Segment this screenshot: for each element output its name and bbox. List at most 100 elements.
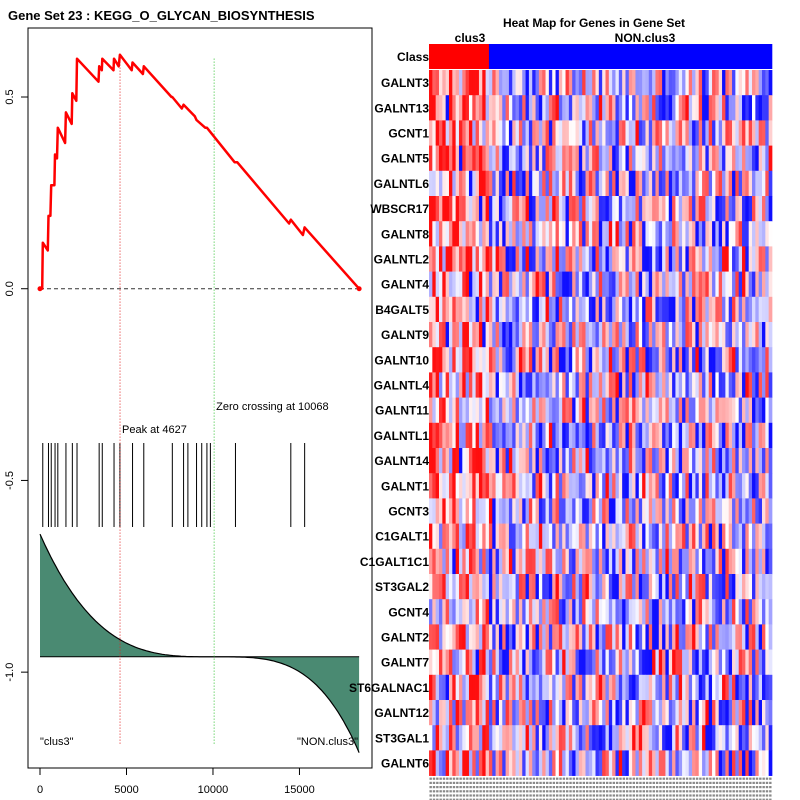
- heatmap-cell: [455, 674, 460, 701]
- heatmap-cell: [515, 347, 520, 373]
- sample-label-dot: [655, 790, 659, 793]
- heatmap-cell: [768, 473, 773, 499]
- heatmap-cell: [768, 523, 773, 550]
- sample-label-dot: [566, 786, 569, 789]
- heatmap-cell: [555, 221, 560, 247]
- heatmap-cell: [672, 372, 676, 398]
- heatmap-cell: [645, 95, 650, 121]
- heatmap-cell: [578, 574, 583, 600]
- heatmap-cell: [615, 548, 620, 575]
- heatmap-cell: [555, 170, 560, 197]
- heatmap-cell: [565, 221, 570, 247]
- heatmap-cell: [492, 649, 496, 676]
- heatmap-cell: [655, 448, 660, 474]
- heatmap-cell: [452, 196, 456, 222]
- heatmap-cell: [655, 372, 660, 398]
- heatmap-cell: [648, 271, 653, 298]
- heatmap-cell: [722, 750, 726, 776]
- heatmap-cell: [618, 196, 623, 222]
- sample-label-dot: [429, 794, 432, 797]
- sample-label-dot: [725, 790, 729, 793]
- sample-label-dot: [582, 781, 586, 784]
- sample-label-dot: [519, 790, 522, 793]
- heatmap-cell: [638, 700, 643, 726]
- heatmap-cell: [608, 145, 613, 172]
- sample-label-dot: [632, 781, 635, 784]
- heatmap-cell: [662, 347, 666, 373]
- heatmap-cell: [435, 473, 440, 499]
- sample-label-dot: [615, 786, 619, 789]
- gene-label: GALNT14: [374, 454, 429, 468]
- heatmap-cell: [742, 599, 746, 625]
- heatmap-cell: [605, 170, 610, 197]
- heatmap-cell: [732, 372, 736, 398]
- heatmap-cell: [475, 548, 480, 575]
- heatmap-cell: [718, 548, 723, 575]
- heatmap-cell: [572, 196, 576, 222]
- heatmap-cell: [562, 347, 566, 373]
- heatmap-cell: [685, 448, 690, 474]
- heatmap-cell: [728, 95, 733, 121]
- heatmap-cell: [602, 120, 606, 146]
- sample-label-dot: [745, 781, 749, 784]
- heatmap-cell: [442, 750, 446, 776]
- sample-label-dot: [566, 777, 569, 780]
- heatmap-cell: [552, 624, 556, 650]
- heatmap-cell: [465, 372, 470, 398]
- sample-label-dot: [592, 798, 596, 800]
- heatmap-cell: [429, 700, 433, 726]
- heatmap-cell: [515, 221, 520, 247]
- heatmap-cell: [712, 523, 716, 550]
- heatmap-cell: [638, 498, 643, 524]
- heatmap-cell: [568, 574, 573, 600]
- heatmap-cell: [502, 422, 506, 449]
- heatmap-cell: [612, 448, 616, 474]
- sample-label-dot: [549, 777, 552, 780]
- heatmap-cell: [702, 221, 706, 247]
- heatmap-cell: [528, 473, 533, 499]
- heatmap-cell: [725, 624, 730, 650]
- heatmap-cell: [632, 548, 636, 575]
- heatmap-cell: [665, 599, 670, 625]
- heatmap-cell: [635, 599, 640, 625]
- heatmap-cell: [498, 448, 503, 474]
- heatmap-cell: [475, 725, 480, 751]
- heatmap-cell: [735, 674, 740, 701]
- heatmap-cell: [462, 296, 466, 323]
- heatmap-cell: [568, 120, 573, 146]
- heatmap-cell: [692, 70, 696, 96]
- heatmap-cell: [712, 674, 716, 701]
- heatmap-cell: [698, 170, 703, 197]
- heatmap-cell: [755, 70, 760, 96]
- heatmap-cell: [698, 397, 703, 424]
- sample-label-dot: [482, 794, 486, 797]
- heatmap-cell: [735, 725, 740, 751]
- heatmap-cell: [429, 548, 433, 575]
- heatmap-cell: [522, 120, 526, 146]
- heatmap-cell: [472, 523, 476, 550]
- heatmap-cell: [562, 120, 566, 146]
- heatmap-cell: [448, 347, 453, 373]
- heatmap-cell: [482, 145, 486, 172]
- sample-label-dot: [516, 798, 519, 800]
- heatmap-cell: [685, 70, 690, 96]
- heatmap-cell: [745, 725, 750, 751]
- heatmap-cell: [552, 70, 556, 96]
- heatmap-cell: [508, 674, 513, 701]
- heatmap-cell: [598, 649, 603, 676]
- sample-label-dot: [526, 781, 529, 784]
- heatmap-cell: [768, 95, 773, 121]
- heatmap-cell: [545, 246, 550, 272]
- heatmap-cell: [508, 322, 513, 348]
- heatmap-cell: [768, 271, 773, 298]
- heatmap-cell: [595, 246, 600, 272]
- heatmap-cell: [748, 120, 753, 146]
- sample-label-dot: [516, 777, 519, 780]
- heatmap-cell: [608, 271, 613, 298]
- heatmap-cell: [492, 674, 496, 701]
- sample-label-dot: [472, 798, 476, 800]
- heatmap-cell: [685, 473, 690, 499]
- sample-label-dot: [722, 790, 725, 793]
- sample-label-dot: [755, 781, 759, 784]
- heatmap-cell: [432, 296, 437, 323]
